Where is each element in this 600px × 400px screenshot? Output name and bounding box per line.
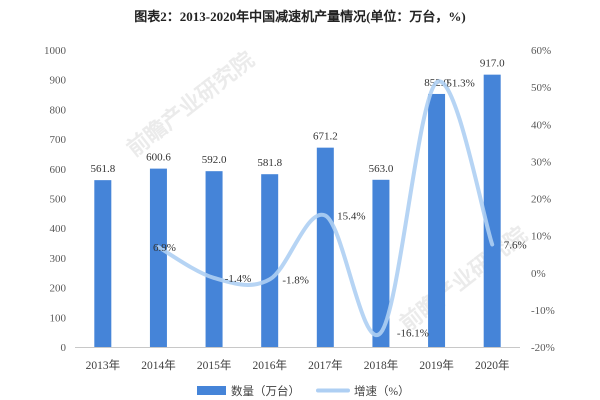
left-y-tick-label: 700: [50, 134, 67, 146]
left-y-tick-label: 100: [50, 312, 67, 324]
growth-label-2014: 6.9%: [153, 242, 176, 254]
bar-series: [94, 74, 501, 348]
x-tick-label-2020: 2020年: [475, 358, 510, 372]
left-y-tick-label: 0: [61, 342, 67, 354]
bar-2016: [261, 174, 279, 347]
bar-label-2013: 561.8: [90, 163, 115, 175]
growth-rate-line: [156, 79, 495, 338]
legend-label-quantity: 数量（万台）: [231, 384, 300, 398]
right-y-tick-label: 20%: [531, 194, 551, 206]
left-y-tick-label: 800: [50, 104, 67, 116]
left-y-tick-label: 600: [50, 164, 67, 176]
legend-label-growth: 增速（%）: [354, 384, 410, 398]
x-axis: 2013年 2014年 2015年 2016年 2017年 2018年 2019年 2020年: [86, 358, 510, 372]
right-y-tick-label: -10%: [531, 305, 555, 317]
legend-bar-swatch: [197, 386, 226, 395]
x-tick-label-2016: 2016年: [252, 358, 287, 372]
right-y-tick-label: 60%: [531, 45, 551, 57]
x-tick-label-2013: 2013年: [86, 358, 121, 372]
legend: 数量（万台） 增速（%）: [197, 384, 410, 398]
left-y-tick-label: 400: [50, 223, 67, 235]
bar-2019: [428, 93, 446, 348]
growth-label-2018: -16.1%: [397, 328, 429, 340]
growth-label-2020: 7.6%: [504, 240, 527, 252]
bar-label-2016: 581.8: [257, 157, 282, 169]
bar-2013: [94, 180, 112, 347]
bar-2017: [316, 147, 334, 347]
left-y-axis: 0 100 200 300 400 500 600 700 800 900 1000: [44, 45, 67, 354]
right-y-tick-label: -20%: [531, 342, 555, 354]
growth-label-2016: -1.8%: [282, 274, 309, 286]
bar-2020: [483, 74, 501, 347]
right-y-tick-label: 10%: [531, 231, 551, 243]
bar-label-2015: 592.0: [202, 154, 227, 166]
chart-title: 图表2：2013-2020年中国减速机产量情况(单位：万台，%): [134, 9, 466, 24]
left-y-tick-label: 500: [50, 194, 67, 206]
growth-label-2017: 15.4%: [337, 211, 365, 223]
left-y-tick-label: 200: [50, 283, 67, 295]
x-tick-label-2015: 2015年: [197, 358, 232, 372]
x-tick-label-2018: 2018年: [364, 358, 399, 372]
right-y-tick-label: 30%: [531, 156, 551, 168]
bar-label-2014: 600.6: [146, 152, 171, 164]
bar-2018: [372, 179, 390, 347]
line-data-labels: 6.9% -1.4% -1.8% 15.4% -16.1% 51.3% 7.6%: [153, 77, 527, 339]
right-y-tick-label: 40%: [531, 119, 551, 131]
right-y-tick-label: 50%: [531, 82, 551, 94]
right-y-tick-label: 0%: [531, 268, 546, 280]
watermark: 前瞻产业研究院: [122, 47, 259, 162]
growth-label-2015: -1.4%: [225, 273, 252, 285]
bar-label-2018: 563.0: [369, 163, 394, 175]
growth-label-2019: 51.3%: [446, 77, 474, 89]
bar-2014: [149, 168, 167, 347]
x-tick-label-2014: 2014年: [141, 358, 176, 372]
right-y-axis: -20% -10% 0% 10% 20% 30% 40% 50% 60%: [531, 45, 555, 354]
x-tick-label-2019: 2019年: [419, 358, 454, 372]
bar-label-2017: 671.2: [313, 131, 338, 143]
x-tick-label-2017: 2017年: [308, 358, 343, 372]
left-y-tick-label: 900: [50, 75, 67, 87]
left-y-tick-label: 300: [50, 253, 67, 265]
bar-2015: [205, 171, 223, 347]
left-y-tick-label: 1000: [44, 45, 67, 57]
bar-label-2020: 917.0: [480, 58, 505, 70]
